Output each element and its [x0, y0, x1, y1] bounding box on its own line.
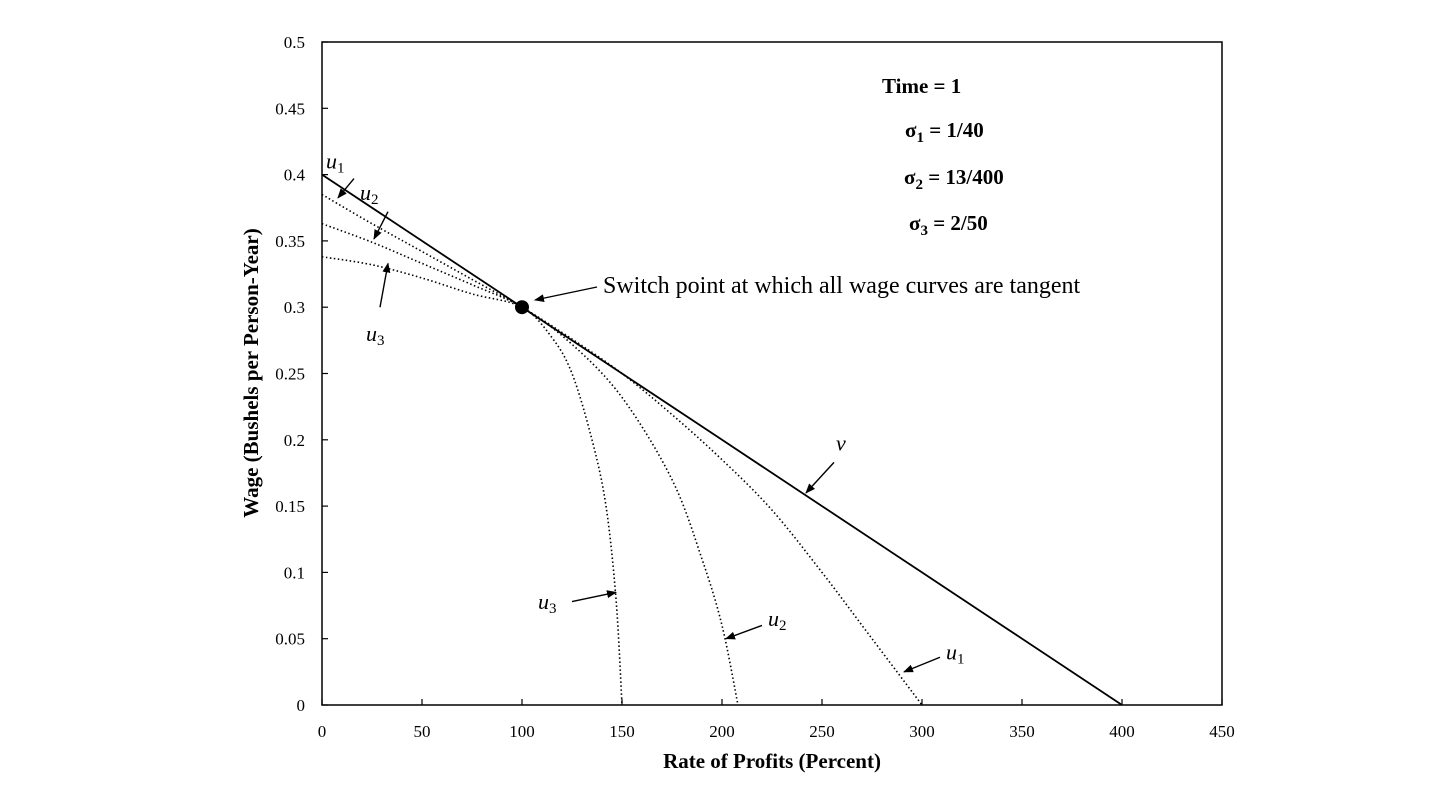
sigma1-label: σ1 = 1/40 [905, 118, 984, 146]
y-tick-label: 0 [297, 696, 306, 715]
curve-label-u3: u3 [366, 321, 385, 349]
y-tick-label: 0.25 [275, 365, 305, 384]
series-line-v [321, 173, 1123, 706]
y-tick-label: 0.45 [275, 99, 305, 118]
x-tick-label: 0 [318, 722, 327, 741]
x-tick-label: 100 [509, 722, 535, 741]
curve-label-u1: u1 [946, 639, 965, 667]
switch-point-label: Switch point at which all wage curves ar… [603, 273, 1081, 299]
time-label: Time = 1 [882, 74, 961, 98]
curve-label-arrow [571, 590, 617, 603]
y-tick-label: 0.2 [284, 431, 305, 450]
curve-label-u2: u2 [360, 180, 379, 208]
y-axis-title: Wage (Bushels per Person-Year) [239, 228, 263, 518]
series-line-u2 [321, 222, 739, 706]
x-tick-label: 300 [909, 722, 935, 741]
curve-label-u2: u2 [768, 606, 787, 634]
ticks-layer: 0 50 100 150 200 250 300 350 400 450 0 0.05 0.1 0.15 0… [275, 33, 1235, 741]
y-tick-label: 0.35 [275, 232, 305, 251]
sigma3-label: σ3 = 2/50 [909, 211, 988, 239]
y-tick-label: 0.5 [284, 33, 305, 52]
sigma2-label: σ2 = 13/400 [904, 165, 1004, 193]
curve-label-u3: u3 [538, 589, 557, 617]
curve-label-v: v [836, 430, 846, 455]
curve-label-arrow [379, 262, 391, 308]
curve-label-arrow [725, 624, 763, 640]
curve-label-u1: u1 [326, 149, 345, 177]
x-tick-label: 200 [709, 722, 735, 741]
curve-label-arrow [337, 178, 355, 199]
curve-label-arrow [903, 656, 941, 673]
y-tick-label: 0.15 [275, 497, 305, 516]
series-line-u1 [321, 193, 923, 706]
y-tick-label: 0.4 [284, 166, 306, 185]
y-tick-label: 0.3 [284, 298, 305, 317]
curve-label-arrow [805, 461, 835, 494]
x-tick-label: 450 [1209, 722, 1235, 741]
labels-layer: u1 u2 u3 v u1 u2 u3 [326, 149, 965, 673]
y-tick-label: 0.1 [284, 563, 305, 582]
x-tick-label: 150 [609, 722, 635, 741]
series-layer [321, 173, 1123, 706]
curve-label-arrow [373, 211, 389, 240]
y-tick-label: 0.05 [275, 630, 305, 649]
switch-point-arrow [534, 286, 598, 303]
x-tick-label: 400 [1109, 722, 1135, 741]
x-tick-label: 50 [414, 722, 431, 741]
x-tick-label: 250 [809, 722, 835, 741]
x-axis-title: Rate of Profits (Percent) [663, 749, 881, 773]
x-tick-label: 350 [1009, 722, 1035, 741]
switch-point-marker [515, 300, 529, 315]
